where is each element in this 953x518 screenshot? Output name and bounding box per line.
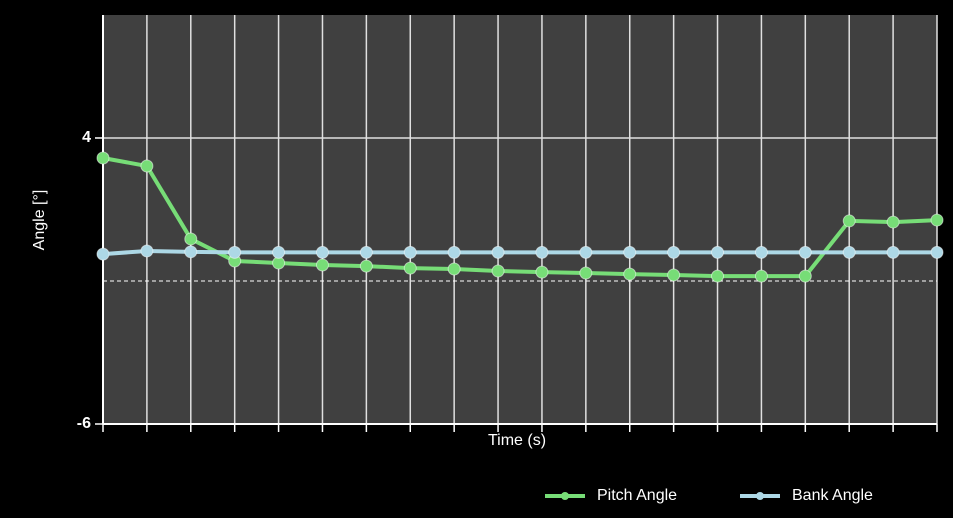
data-point: [96, 151, 110, 165]
data-point: [930, 245, 944, 259]
data-point: [930, 213, 944, 227]
data-point: [359, 245, 373, 259]
data-point: [315, 245, 329, 259]
data-point: [447, 245, 461, 259]
data-point: [535, 245, 549, 259]
data-point: [535, 265, 549, 279]
series-line: [102, 248, 937, 257]
data-point: [623, 267, 637, 281]
data-point: [623, 245, 637, 259]
data-point: [842, 214, 856, 228]
data-point: [754, 269, 768, 283]
data-point: [886, 215, 900, 229]
data-point: [711, 269, 725, 283]
data-point: [491, 245, 505, 259]
data-point: [754, 245, 768, 259]
data-point: [491, 264, 505, 278]
data-point: [359, 259, 373, 273]
legend-marker: [756, 492, 764, 500]
data-point: [798, 245, 812, 259]
legend-label: Pitch Angle: [597, 487, 677, 504]
legend-marker: [561, 492, 569, 500]
data-point: [272, 245, 286, 259]
y-tick-label: -6: [77, 415, 91, 432]
series-line: [102, 156, 938, 279]
data-point: [403, 261, 417, 275]
data-point: [886, 245, 900, 259]
data-point: [667, 245, 681, 259]
data-point: [667, 268, 681, 282]
data-point: [711, 245, 725, 259]
plot-area: [103, 15, 937, 424]
data-point: [315, 258, 329, 272]
data-point: [579, 245, 593, 259]
data-point: [447, 262, 461, 276]
data-point: [842, 245, 856, 259]
data-point: [140, 244, 154, 258]
data-point: [798, 269, 812, 283]
data-point: [579, 266, 593, 280]
data-point: [96, 247, 110, 261]
data-point: [184, 232, 198, 246]
data-point: [228, 245, 242, 259]
x-axis-label: Time (s): [488, 432, 546, 449]
y-axis-label: Angle [°]: [31, 190, 48, 251]
data-point: [140, 159, 154, 173]
legend-label: Bank Angle: [792, 487, 873, 504]
y-tick-label: 4: [82, 129, 91, 146]
data-point: [403, 245, 417, 259]
data-point: [184, 245, 198, 259]
